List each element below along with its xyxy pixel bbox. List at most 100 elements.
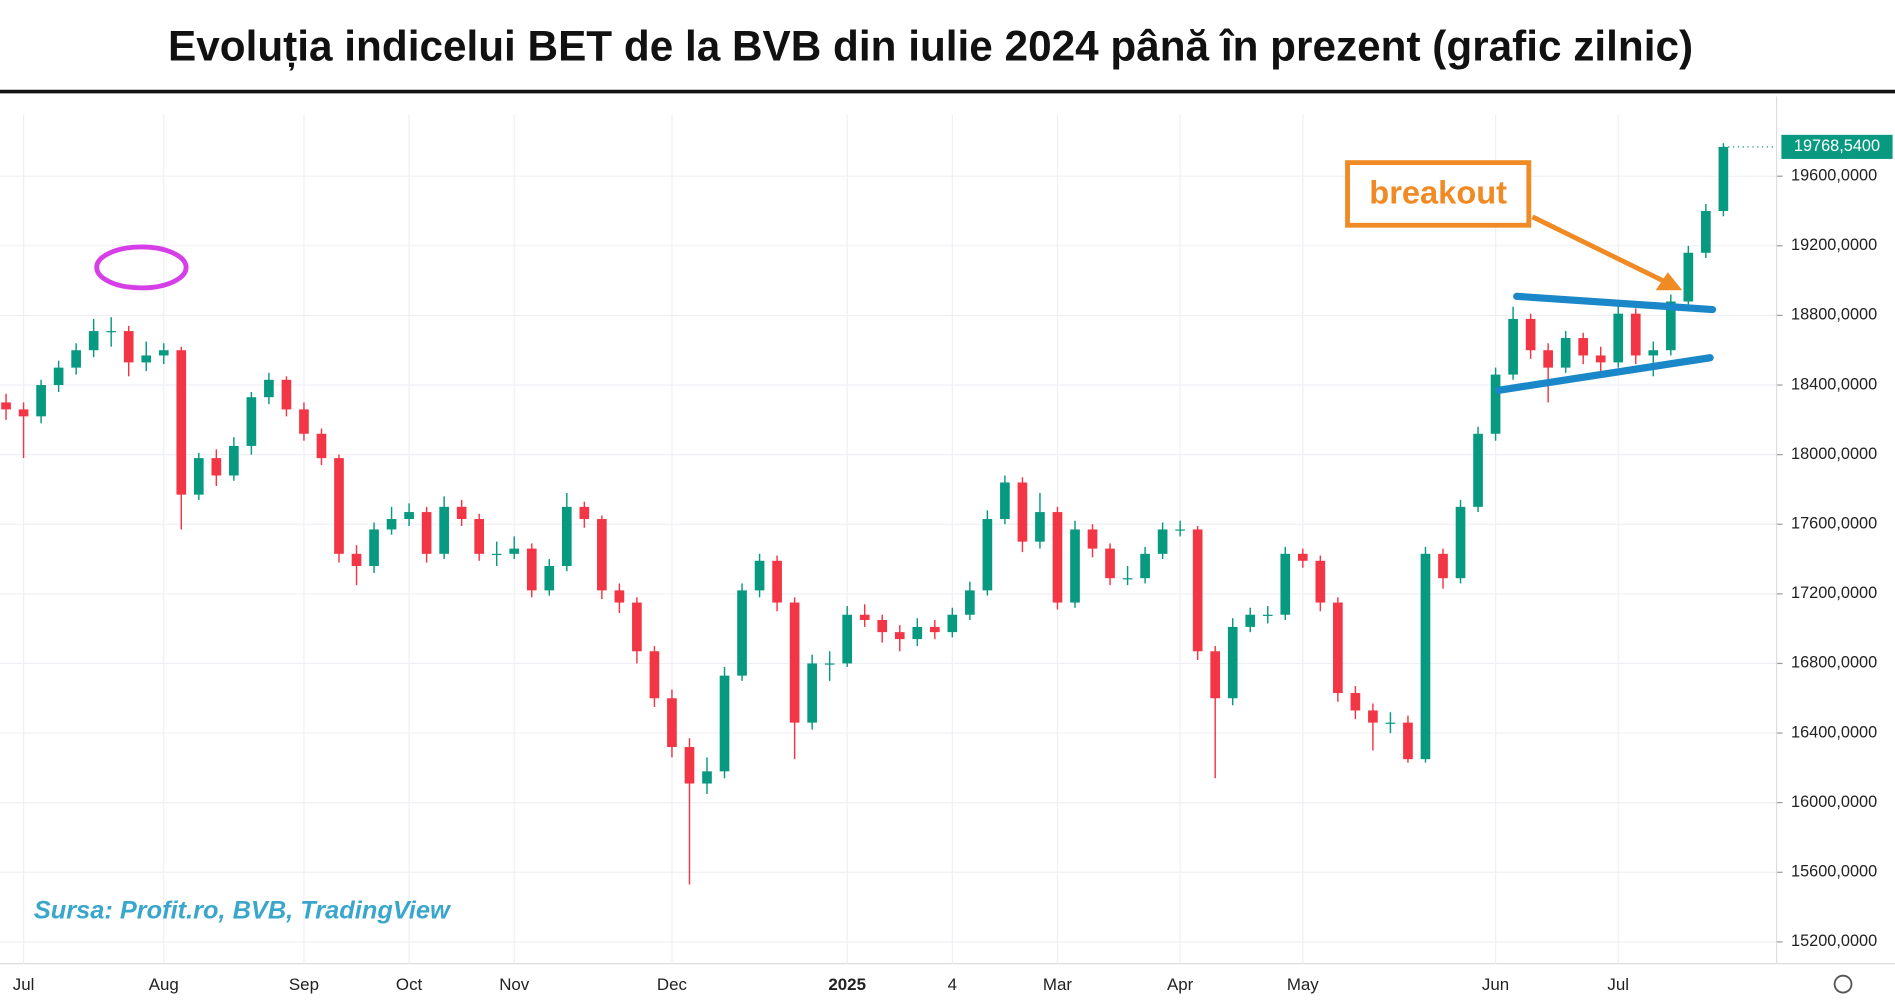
candle-body <box>1017 482 1028 542</box>
candle-body <box>1385 722 1396 724</box>
candle-body <box>1560 338 1571 368</box>
y-tick-label: 16000,0000 <box>1791 793 1877 811</box>
candle-body <box>456 506 467 520</box>
candle-body <box>1105 548 1115 579</box>
x-tick-label: Apr <box>1167 975 1194 994</box>
candle-body <box>299 409 309 434</box>
candle-body <box>1035 512 1045 542</box>
candle-body <box>1613 313 1624 363</box>
candle-body <box>1087 529 1098 549</box>
candle-body <box>702 771 712 784</box>
candle-body <box>36 385 46 417</box>
candles <box>1 143 1777 885</box>
candle-body <box>1368 710 1378 723</box>
candle-body <box>859 614 870 620</box>
x-tick-label: Oct <box>396 975 423 994</box>
chart-title: Evoluția indicelui BET de la BVB din iul… <box>168 23 1693 71</box>
candle-body <box>158 350 169 356</box>
candle-body <box>544 566 555 591</box>
candle-body <box>193 458 204 495</box>
candle-body <box>123 331 134 363</box>
candle-body <box>597 519 607 591</box>
candle-body <box>246 397 257 446</box>
candle-body <box>421 512 432 554</box>
candle-body <box>1175 529 1185 531</box>
candle-body <box>842 614 853 664</box>
candle-body <box>404 512 414 520</box>
x-tick-label: Dec <box>657 975 687 994</box>
candle-body <box>1403 722 1413 760</box>
candle-body <box>1070 529 1080 603</box>
candle-body <box>614 590 625 603</box>
candle-body <box>1525 318 1536 351</box>
x-tick-label: Nov <box>499 975 530 994</box>
annotation-box <box>1345 160 1532 228</box>
x-tick-label: Jul <box>13 975 35 994</box>
y-tick-label: 17200,0000 <box>1791 584 1877 602</box>
y-tick-label: 15200,0000 <box>1791 932 1877 950</box>
candle-body <box>106 331 117 333</box>
candle-body <box>491 553 502 556</box>
last-price-label: 19768,5400 <box>1794 137 1880 155</box>
candle-body <box>965 590 975 615</box>
candle-body <box>1490 374 1501 434</box>
candle-body <box>754 560 765 591</box>
candle-body <box>982 519 993 591</box>
candle-body <box>1718 146 1729 212</box>
candle-body <box>264 379 274 398</box>
candle-body <box>1052 512 1063 603</box>
x-tick-label: Jun <box>1482 975 1509 994</box>
candle-body <box>1297 553 1308 561</box>
candle-body <box>141 355 152 363</box>
candle-body <box>1262 614 1273 616</box>
candle-body <box>1508 318 1518 375</box>
last-price-box <box>1781 134 1893 159</box>
candle-body <box>649 651 660 699</box>
x-tick-label: 4 <box>948 975 957 994</box>
candle-body <box>1578 338 1589 356</box>
y-tick-label: 19200,0000 <box>1791 236 1877 254</box>
candle-body <box>316 433 327 459</box>
annotation-text: breakout <box>1369 175 1507 211</box>
candle-body <box>1210 651 1221 699</box>
candle-body <box>1192 529 1203 652</box>
candle-body <box>807 663 817 723</box>
y-tick-label: 18800,0000 <box>1791 306 1877 324</box>
candle-body <box>1000 482 1010 520</box>
settings-icon[interactable] <box>1833 974 1853 994</box>
x-tick-label: Jul <box>1607 975 1629 994</box>
candle-body <box>1420 553 1431 760</box>
candle-body <box>18 409 29 417</box>
candle-body <box>176 350 187 495</box>
candle-body <box>53 367 64 386</box>
candle-body <box>1350 693 1361 711</box>
source-text: Sursa: Profit.ro, BVB, TradingView <box>34 897 452 925</box>
candle-body <box>632 602 642 652</box>
y-tick-label: 16800,0000 <box>1791 654 1877 672</box>
candle-body <box>684 746 695 784</box>
candle-body <box>1140 553 1150 579</box>
candle-body <box>877 619 888 633</box>
candle-body <box>1227 626 1238 699</box>
candle-body <box>894 632 905 640</box>
candle-body <box>1 402 11 410</box>
candle-body <box>369 529 379 567</box>
support-line <box>1494 354 1714 394</box>
arrow-head <box>1655 272 1683 291</box>
x-tick-label: Mar <box>1043 975 1072 994</box>
candle-body <box>789 602 800 723</box>
y-tick-label: 18000,0000 <box>1791 445 1877 463</box>
candle-body <box>509 548 520 554</box>
candle-body <box>526 548 537 591</box>
x-tick-label: Sep <box>289 975 319 994</box>
candle-body <box>579 506 590 520</box>
y-tick-label: 16400,0000 <box>1791 723 1877 741</box>
candle-body <box>1473 433 1483 507</box>
candle-body <box>737 590 747 676</box>
candle-body <box>929 626 940 633</box>
candle-body <box>1315 560 1326 603</box>
candle-body <box>1543 350 1553 368</box>
candle-body <box>1683 252 1694 302</box>
grid <box>0 96 1895 965</box>
candle-body <box>351 553 362 567</box>
